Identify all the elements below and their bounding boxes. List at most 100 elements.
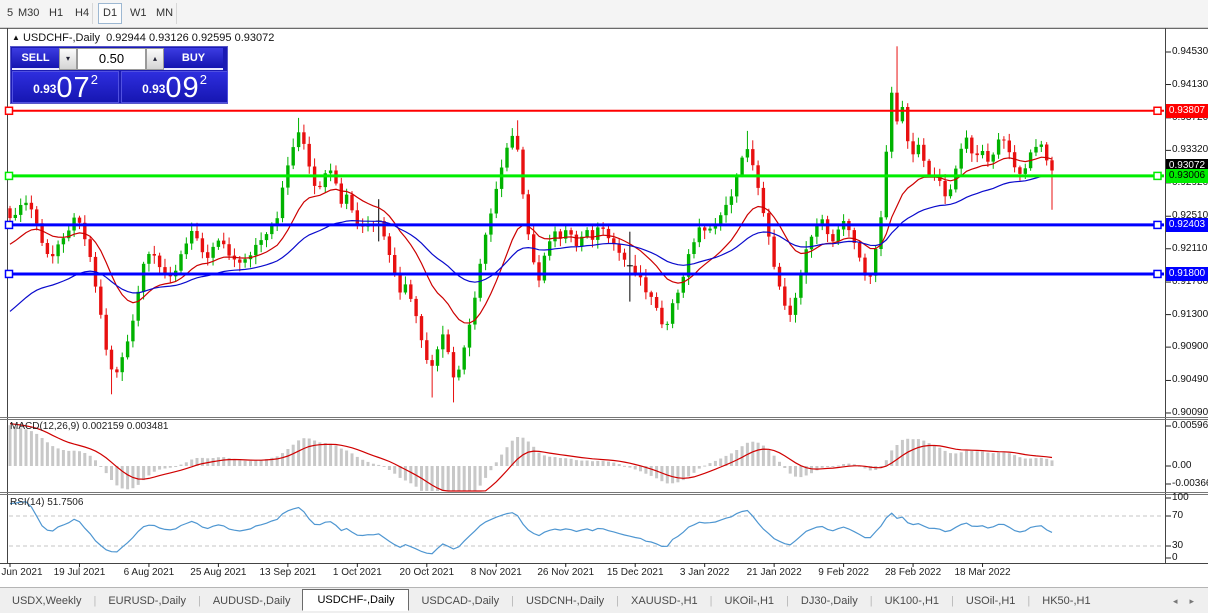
date-axis-label: 21 Jan 2022 bbox=[746, 567, 802, 578]
tab-usdx[interactable]: USDX,Weekly bbox=[12, 595, 82, 607]
date-axis-label: 18 Mar 2022 bbox=[954, 567, 1011, 578]
date-axis-label: 28 Feb 2022 bbox=[884, 567, 942, 578]
buy-price-sup: 2 bbox=[199, 72, 207, 87]
sell-price-sup: 2 bbox=[90, 72, 98, 87]
toolbar-separator bbox=[176, 3, 177, 24]
ohlc-high: 0.93126 bbox=[148, 32, 189, 44]
buy-price-prefix: 0.93 bbox=[142, 82, 166, 96]
hline-object-0.93807[interactable] bbox=[4, 106, 1165, 116]
tab-audusd[interactable]: AUDUSD-,Daily bbox=[212, 595, 291, 607]
tab-hk50[interactable]: HK50-,H1 bbox=[1042, 595, 1091, 607]
tab-usoil[interactable]: USOil-,H1 bbox=[965, 595, 1016, 607]
tab-separator: | bbox=[511, 595, 514, 607]
macd-name: MACD(12,26,9) bbox=[10, 421, 80, 432]
tab-dj30[interactable]: DJ30-,Daily bbox=[800, 595, 858, 607]
price-badge-resistance: 0.93807 bbox=[1166, 103, 1208, 118]
tab-separator: | bbox=[1027, 595, 1031, 607]
price-axis-label: 0.92110 bbox=[1172, 242, 1208, 254]
price-badge-support2: 0.91800 bbox=[1166, 266, 1208, 281]
volume-dropdown-icon[interactable]: ▾ bbox=[59, 48, 77, 70]
tab-scroll-right-icon[interactable]: ▸ bbox=[1189, 595, 1194, 606]
rsi-axis-label: 100 bbox=[1172, 492, 1189, 503]
rsi-level-lines bbox=[9, 515, 1164, 547]
timeframe-mn[interactable]: MN bbox=[156, 7, 174, 19]
rsi-axis-label: 0 bbox=[1172, 552, 1178, 563]
ohlc-low: 0.92595 bbox=[191, 32, 232, 44]
tab-xauusd[interactable]: XAUUSD-,H1 bbox=[631, 595, 698, 607]
tab-uk100[interactable]: UK100-,H1 bbox=[884, 595, 940, 607]
tab-ukoil[interactable]: UKOil-,H1 bbox=[724, 595, 775, 607]
price-axis-label: 0.90490 bbox=[1172, 374, 1208, 386]
price-axis-label: 0.93320 bbox=[1172, 144, 1208, 156]
timeframe-w1[interactable]: W1 bbox=[130, 7, 147, 19]
buy-button[interactable]: BUY bbox=[164, 48, 223, 70]
chart-ohlc-header: ▲ USDCHF-,Daily 0.92944 0.93126 0.92595 … bbox=[12, 32, 274, 44]
buy-price-big: 09 bbox=[165, 72, 200, 104]
macd-histogram bbox=[8, 425, 1054, 491]
collapse-triangle-icon[interactable]: ▲ bbox=[12, 33, 20, 42]
price-axis-label: 0.94530 bbox=[1172, 46, 1208, 57]
trade-panel-row: SELL ▾ 0.50 ▴ BUY bbox=[12, 48, 223, 70]
chart-symbol-label: USDCHF-,Daily bbox=[22, 32, 100, 44]
tab-separator: | bbox=[93, 595, 97, 607]
tab-separator: | bbox=[197, 595, 201, 607]
rsi-indicator-label: RSI(14) 51.7506 bbox=[10, 497, 83, 508]
price-axis-label: 0.90900 bbox=[1172, 341, 1208, 353]
tab-usdcnh[interactable]: USDCNH-,Daily bbox=[525, 595, 605, 607]
date-axis-label: 30 Jun 2021 bbox=[0, 567, 43, 578]
sell-price-prefix: 0.93 bbox=[33, 82, 57, 96]
timeframe-5[interactable]: 5 bbox=[7, 7, 14, 19]
macd-axis-label: 0.005963 bbox=[1172, 420, 1208, 431]
date-axis-label: 13 Sep 2021 bbox=[259, 567, 317, 578]
tab-separator: | bbox=[786, 595, 789, 607]
timeframe-d1[interactable]: D1 bbox=[98, 3, 123, 24]
tab-usdchf[interactable]: USDCHF-,Daily bbox=[302, 589, 410, 611]
price-badge-support1: 0.92403 bbox=[1166, 217, 1208, 232]
date-axis-label: 20 Oct 2021 bbox=[399, 567, 455, 578]
rsi-name: RSI(14) bbox=[10, 497, 45, 508]
buy-price-button[interactable]: 0.93092 bbox=[121, 71, 228, 104]
timeframe-m30[interactable]: M30 bbox=[18, 7, 40, 19]
rsi-line bbox=[9, 501, 1053, 555]
hline-object-0.93006[interactable] bbox=[4, 171, 1165, 181]
timeframe-h1[interactable]: H1 bbox=[49, 7, 64, 19]
sell-price-big: 07 bbox=[56, 72, 91, 104]
price-axis-ticks bbox=[1166, 51, 1171, 559]
macd-axis-label: -0.003664 bbox=[1172, 478, 1208, 489]
tab-eurusd[interactable]: EURUSD-,Daily bbox=[108, 595, 186, 607]
hline-object-0.918[interactable] bbox=[4, 269, 1165, 279]
date-axis-ticks bbox=[9, 563, 984, 567]
timeframe-toolbar: 5 M30 H1 H4 D1 W1 MN bbox=[0, 0, 1208, 28]
tab-separator: | bbox=[709, 595, 713, 607]
date-axis-label: 1 Oct 2021 bbox=[332, 567, 382, 578]
macd-indicator-label: MACD(12,26,9) 0.002159 0.003481 bbox=[10, 421, 168, 432]
toolbar-separator bbox=[92, 3, 93, 24]
date-axis-label: 15 Dec 2021 bbox=[606, 567, 664, 578]
timeframe-h4[interactable]: H4 bbox=[75, 7, 90, 19]
ma-fast-line bbox=[9, 156, 1053, 324]
price-axis-label: 0.91300 bbox=[1172, 308, 1208, 320]
tab-usdcad[interactable]: USDCAD-,Daily bbox=[421, 595, 500, 607]
date-axis-label: 9 Feb 2022 bbox=[818, 567, 869, 578]
macd-axis-label: 0.00 bbox=[1172, 460, 1192, 471]
rsi-axis-label: 70 bbox=[1172, 510, 1184, 521]
date-axis-label: 19 Jul 2021 bbox=[53, 567, 106, 578]
sell-button[interactable]: SELL bbox=[12, 48, 59, 70]
macd-signal-value: 0.003481 bbox=[126, 421, 169, 432]
tab-scroll-left-icon[interactable]: ◂ bbox=[1172, 595, 1178, 606]
volume-input[interactable]: 0.50 bbox=[77, 48, 146, 70]
date-axis-label: 26 Nov 2021 bbox=[537, 567, 595, 578]
price-axis-label: 0.92510 bbox=[1172, 210, 1208, 222]
hline-object-0.92403[interactable] bbox=[4, 220, 1165, 230]
tab-separator: | bbox=[616, 595, 620, 607]
rsi-axis-label: 30 bbox=[1172, 540, 1184, 551]
tab-separator: | bbox=[951, 595, 954, 607]
price-axis-label: 0.90090 bbox=[1172, 406, 1208, 418]
volume-up-icon[interactable]: ▴ bbox=[146, 48, 164, 70]
date-axis-label: 8 Nov 2021 bbox=[470, 567, 522, 578]
sell-price-button[interactable]: 0.93072 bbox=[12, 71, 119, 104]
rsi-value: 51.7506 bbox=[47, 497, 84, 508]
macd-main-value: 0.002159 bbox=[82, 421, 124, 432]
